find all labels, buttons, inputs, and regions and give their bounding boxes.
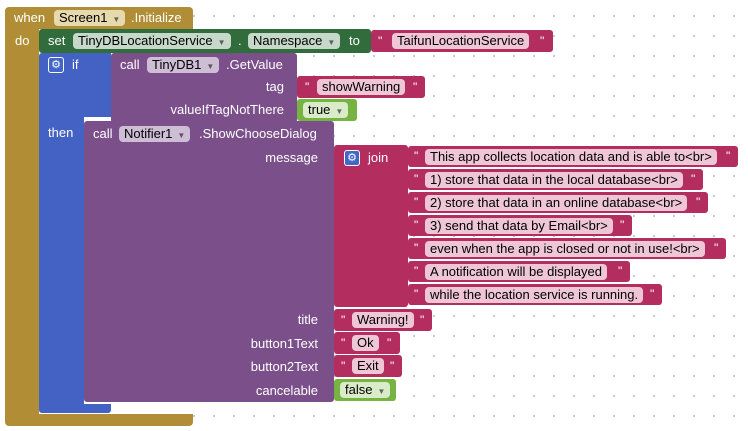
event-name-label: .Initialize <box>131 10 182 25</box>
message-line-6-text[interactable]: A notification will be displayed <box>425 264 607 280</box>
button1-text-value[interactable]: Ok <box>352 335 379 351</box>
message-line-1-text[interactable]: This app collects location data and is a… <box>425 149 717 165</box>
value-if-tag-not-there-label: valueIfTagNotThere <box>170 102 284 117</box>
if-label: if <box>72 57 79 72</box>
call-label: call <box>120 57 140 72</box>
message-line-4-text[interactable]: 3) send that data by Email<br> <box>425 218 613 234</box>
tag-text-value[interactable]: showWarning <box>317 79 406 95</box>
then-label: then <box>48 125 74 140</box>
cancelable-label: cancelable <box>255 383 318 398</box>
message-line-7-text[interactable]: while the location service is running. <box>425 287 644 303</box>
tag-label: tag <box>265 79 284 94</box>
message-label: message <box>265 150 318 165</box>
button2-text-value[interactable]: Exit <box>352 358 384 374</box>
component-dropdown-tinydblocationservice[interactable]: TinyDBLocationService ▼ <box>73 33 231 49</box>
component-dropdown-screen1[interactable]: Screen1 ▼ <box>54 10 126 26</box>
message-line-3-text[interactable]: 2) store that data in an online database… <box>425 195 688 211</box>
call-label: call <box>93 126 113 141</box>
button1-text-label: button1Text <box>250 336 318 351</box>
component-dropdown-notifier1[interactable]: Notifier1 ▼ <box>119 126 191 142</box>
message-line-2-text[interactable]: 1) store that data in the local database… <box>425 172 683 188</box>
button2-text-label: button2Text <box>250 359 318 374</box>
title-text-value[interactable]: Warning! <box>352 312 414 328</box>
join-label: join <box>368 150 389 165</box>
mutator-gear-icon[interactable]: ⚙ <box>48 57 64 73</box>
title-label: title <box>297 312 318 327</box>
show-choose-dialog-method-label: .ShowChooseDialog <box>199 126 317 141</box>
getvalue-method-label: .GetValue <box>226 57 283 72</box>
component-dropdown-tinydb1[interactable]: TinyDB1 ▼ <box>147 57 220 73</box>
property-dropdown-namespace[interactable]: Namespace ▼ <box>248 33 341 49</box>
set-label: set <box>48 33 66 48</box>
to-label: to <box>349 33 360 48</box>
dot-label: . <box>238 33 242 48</box>
message-line-5-text[interactable]: even when the app is closed or not in us… <box>425 241 705 257</box>
do-label: do <box>15 33 30 48</box>
namespace-text-value[interactable]: TaifunLocationService <box>392 33 530 49</box>
logic-dropdown-true[interactable]: true ▼ <box>303 102 349 118</box>
join-mutator-gear-icon[interactable]: ⚙ <box>344 150 360 166</box>
logic-dropdown-false[interactable]: false ▼ <box>340 382 391 398</box>
when-label: when <box>14 10 46 25</box>
